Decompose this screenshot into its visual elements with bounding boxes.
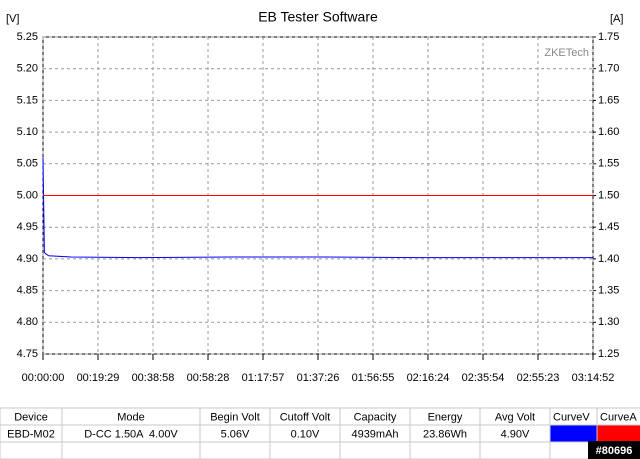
y-tick-label: 5.25 — [17, 31, 38, 43]
badge: #80696 — [596, 445, 633, 457]
y2-tick-label: 1.70 — [598, 63, 619, 75]
table-header: Energy — [428, 411, 463, 423]
table-cell — [479, 441, 551, 459]
table-value: 23.86Wh — [423, 428, 467, 440]
table-header: CurveV — [553, 411, 590, 423]
y2-axis-label: [A] — [610, 13, 623, 25]
y2-tick-label: 1.40 — [598, 253, 619, 265]
table-value: 4.90V — [501, 428, 530, 440]
curve-color — [596, 424, 640, 443]
y-tick-label: 5.20 — [17, 63, 38, 75]
table-header: Avg Volt — [495, 411, 535, 423]
table-cell — [269, 441, 341, 459]
table-header: Cutoff Volt — [280, 411, 331, 423]
x-tick-label: 00:00:00 — [22, 372, 65, 384]
y-tick-label: 4.75 — [17, 348, 38, 360]
y-tick-label: 5.00 — [17, 189, 38, 201]
table-header: Capacity — [354, 411, 397, 423]
x-tick-label: 01:17:57 — [242, 372, 285, 384]
x-tick-label: 01:37:26 — [297, 372, 340, 384]
y2-tick-label: 1.30 — [598, 316, 619, 328]
y-tick-label: 4.85 — [17, 285, 38, 297]
y2-tick-label: 1.65 — [598, 94, 619, 106]
x-tick-label: 00:58:28 — [187, 372, 230, 384]
y-tick-label: 4.90 — [17, 253, 38, 265]
x-tick-label: 01:56:55 — [352, 372, 395, 384]
badge-bg — [588, 441, 640, 459]
y2-tick-label: 1.35 — [598, 285, 619, 297]
table-cell — [409, 441, 481, 459]
table-header: CurveA — [600, 411, 637, 423]
table-cell — [339, 441, 411, 459]
y2-tick-label: 1.25 — [598, 348, 619, 360]
x-tick-label: 02:16:24 — [407, 372, 450, 384]
x-tick-label: 02:35:54 — [462, 372, 505, 384]
table-cell — [199, 441, 271, 459]
table-value: 4939mAh — [351, 428, 398, 440]
table-value: D-CC 1.50A 4.00V — [84, 428, 178, 440]
table-header: Device — [14, 411, 48, 423]
table-value: EBD-M02 — [7, 428, 55, 440]
chart-title: EB Tester Software — [258, 9, 378, 25]
series-line — [42, 157, 593, 259]
y-tick-label: 4.95 — [17, 221, 38, 233]
y-tick-label: 5.15 — [17, 94, 38, 106]
x-tick-label: 00:38:58 — [132, 372, 175, 384]
curve-color — [549, 424, 598, 443]
table-header: Mode — [117, 411, 145, 423]
table-cell — [61, 441, 201, 459]
y2-tick-label: 1.75 — [598, 31, 619, 43]
x-tick-label: 02:55:23 — [517, 372, 560, 384]
y-tick-label: 5.05 — [17, 158, 38, 170]
table-cell — [0, 441, 63, 459]
x-tick-label: 00:19:29 — [77, 372, 120, 384]
y2-tick-label: 1.45 — [598, 221, 619, 233]
x-tick-label: 03:14:52 — [572, 372, 615, 384]
y2-tick-label: 1.50 — [598, 189, 619, 201]
y2-tick-label: 1.60 — [598, 126, 619, 138]
y-axis-label: [V] — [6, 13, 19, 25]
table-value: 0.10V — [291, 428, 320, 440]
y-tick-label: 4.80 — [17, 316, 38, 328]
y2-tick-label: 1.55 — [598, 158, 619, 170]
table-header: Begin Volt — [210, 411, 260, 423]
watermark: ZKETech — [544, 47, 589, 59]
y-tick-label: 5.10 — [17, 126, 38, 138]
table-value: 5.06V — [221, 428, 250, 440]
